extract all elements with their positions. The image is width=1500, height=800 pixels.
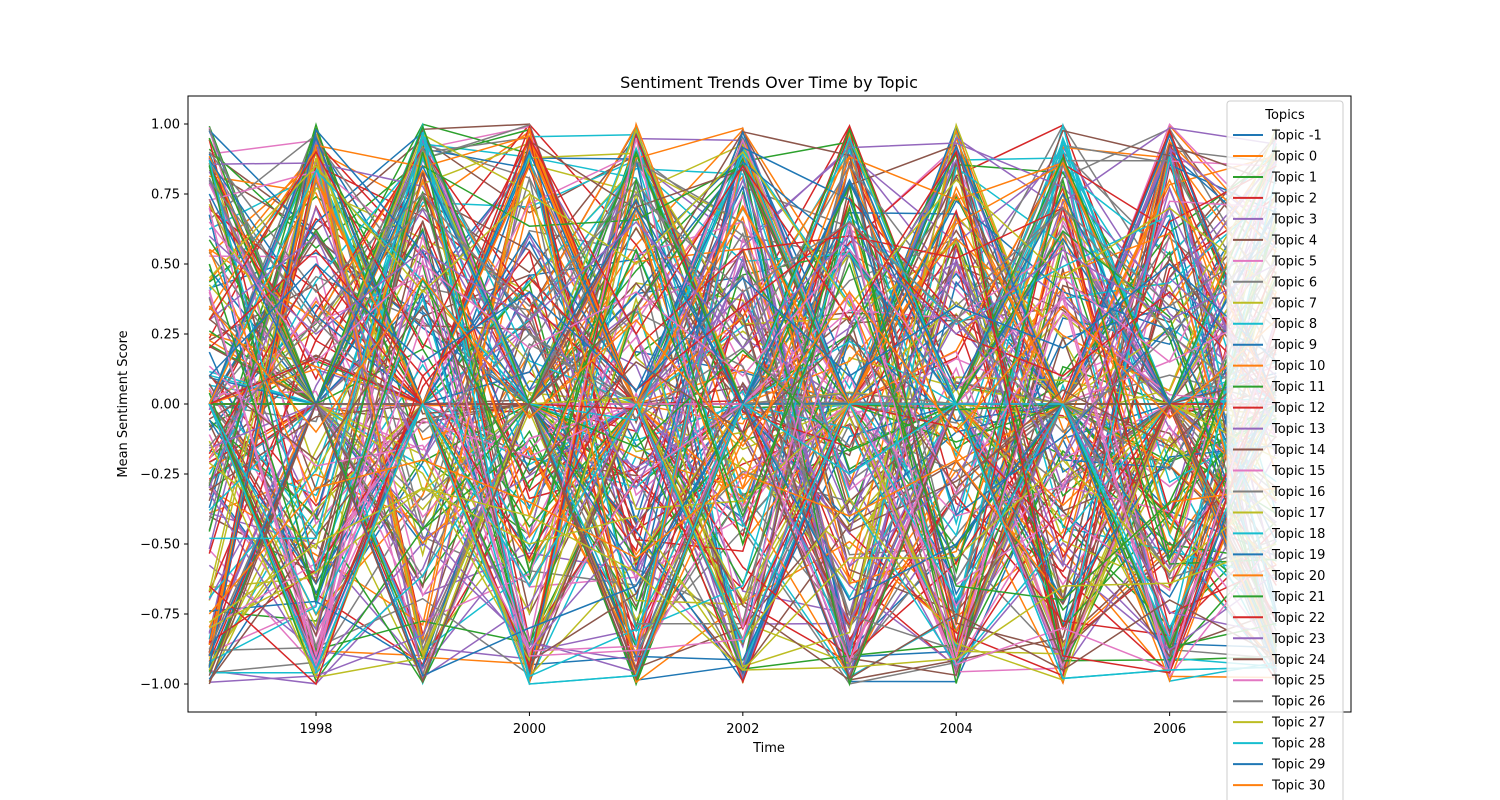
series-line (208, 136, 1278, 674)
series-line (208, 401, 1277, 685)
background-line (209, 180, 1277, 684)
y-tick-label: 1.00 (151, 118, 180, 133)
series-line (208, 220, 1277, 405)
series-line (208, 402, 1277, 644)
series-line (208, 177, 1277, 490)
series-line (208, 304, 1277, 490)
background-line (209, 139, 1277, 677)
y-axis: 1.00 0.75 0.50 0.25 0.00 −0.25 −0.50 −0.75 −1.00 (140, 118, 188, 693)
y-tick-label: 0.75 (151, 188, 180, 203)
legend-label: Topic 11 (1271, 380, 1325, 395)
legend-label: Topic 3 (1271, 212, 1317, 227)
legend-label: Topic 22 (1271, 611, 1325, 626)
background-line (209, 255, 1277, 669)
y-axis-label: Mean Sentiment Score (116, 330, 131, 477)
x-tick-label: 2006 (1153, 722, 1186, 737)
legend-label: Topic 7 (1271, 296, 1317, 311)
background-line (209, 137, 1277, 668)
y-tick-label: 0.25 (151, 328, 180, 343)
legend-label: Topic 17 (1271, 506, 1325, 521)
series-line (208, 130, 1277, 407)
legend-title: Topics (1264, 108, 1305, 123)
background-line (208, 168, 1277, 682)
background-line (208, 152, 1277, 601)
background-line (208, 229, 1278, 683)
background-line (208, 183, 1277, 683)
background-line (208, 136, 1277, 685)
legend-label: Topic -1 (1271, 129, 1322, 144)
legend-label: Topic 20 (1271, 569, 1325, 584)
y-tick-label: 0.00 (151, 398, 180, 413)
background-line (208, 125, 1277, 649)
legend-label: Topic 25 (1271, 674, 1325, 689)
background-line (208, 133, 1277, 655)
series-line (208, 276, 1277, 448)
legend-label: Topic 1 (1271, 170, 1317, 185)
series-line (208, 248, 1277, 603)
legend-label: Topic 14 (1271, 443, 1325, 458)
background-line (209, 208, 1277, 683)
legend-label: Topic 19 (1271, 548, 1325, 563)
x-tick-label: 2000 (513, 722, 546, 737)
series-line (208, 289, 1278, 671)
series-line (208, 150, 1277, 308)
y-tick-label: −1.00 (140, 678, 180, 693)
series-line (208, 220, 1277, 350)
legend-label: Topic 4 (1271, 233, 1317, 248)
legend-label: Topic 12 (1271, 401, 1325, 416)
legend-label: Topic 16 (1271, 485, 1325, 500)
x-tick-label: 2004 (940, 722, 973, 737)
legend-label: Topic 30 (1271, 779, 1325, 794)
background-line (208, 220, 1277, 663)
legend-label: Topic 0 (1271, 149, 1317, 164)
legend-label: Topic 2 (1271, 191, 1317, 206)
background-line (209, 165, 1277, 684)
series-layer (208, 121, 1278, 687)
legend-label: Topic 9 (1271, 338, 1317, 353)
chart-title: Sentiment Trends Over Time by Topic (620, 73, 918, 92)
x-tick-label: 1998 (299, 722, 332, 737)
legend-label: Topic 15 (1271, 464, 1325, 479)
x-tick-label: 2002 (726, 722, 759, 737)
background-line (208, 147, 1277, 684)
legend-label: Topic 6 (1271, 275, 1317, 290)
y-tick-label: −0.25 (140, 468, 180, 483)
legend-label: Topic 24 (1271, 653, 1325, 668)
legend-label: Topic 10 (1271, 359, 1325, 374)
x-axis: 1998 2000 2002 2004 2006 (299, 712, 1186, 737)
legend-label: Topic 28 (1271, 737, 1325, 752)
legend-label: Topic 26 (1271, 695, 1325, 710)
legend-label: Topic 5 (1271, 254, 1317, 269)
legend-label: Topic 29 (1271, 758, 1325, 773)
series-line (208, 487, 1277, 671)
background-line (208, 140, 1277, 650)
background-line (208, 147, 1277, 681)
legend-entries: Topic -1 Topic 0 Topic 1 Topic 2 Topic 3 Topi… (1233, 129, 1325, 794)
legend-label: Topic 18 (1271, 527, 1325, 542)
legend-box (1226, 100, 1344, 800)
y-tick-label: −0.75 (140, 608, 180, 623)
background-line (209, 143, 1278, 673)
legend-label: Topic 23 (1271, 632, 1325, 647)
background-line (208, 122, 1277, 668)
series-line (208, 221, 1277, 392)
background-line (208, 146, 1277, 651)
series-line (208, 179, 1277, 322)
y-tick-label: 0.50 (151, 258, 180, 273)
background-line (209, 256, 1277, 654)
background-line (208, 128, 1277, 652)
background-line (208, 127, 1277, 677)
legend-label: Topic 8 (1271, 317, 1317, 332)
background-line (208, 403, 1277, 661)
legend-label: Topic 13 (1271, 422, 1325, 437)
legend-label: Topic 27 (1271, 716, 1325, 731)
series-line (208, 206, 1277, 686)
legend-label: Topic 21 (1271, 590, 1325, 605)
x-axis-label: Time (752, 741, 785, 756)
y-tick-label: −0.50 (140, 538, 180, 553)
